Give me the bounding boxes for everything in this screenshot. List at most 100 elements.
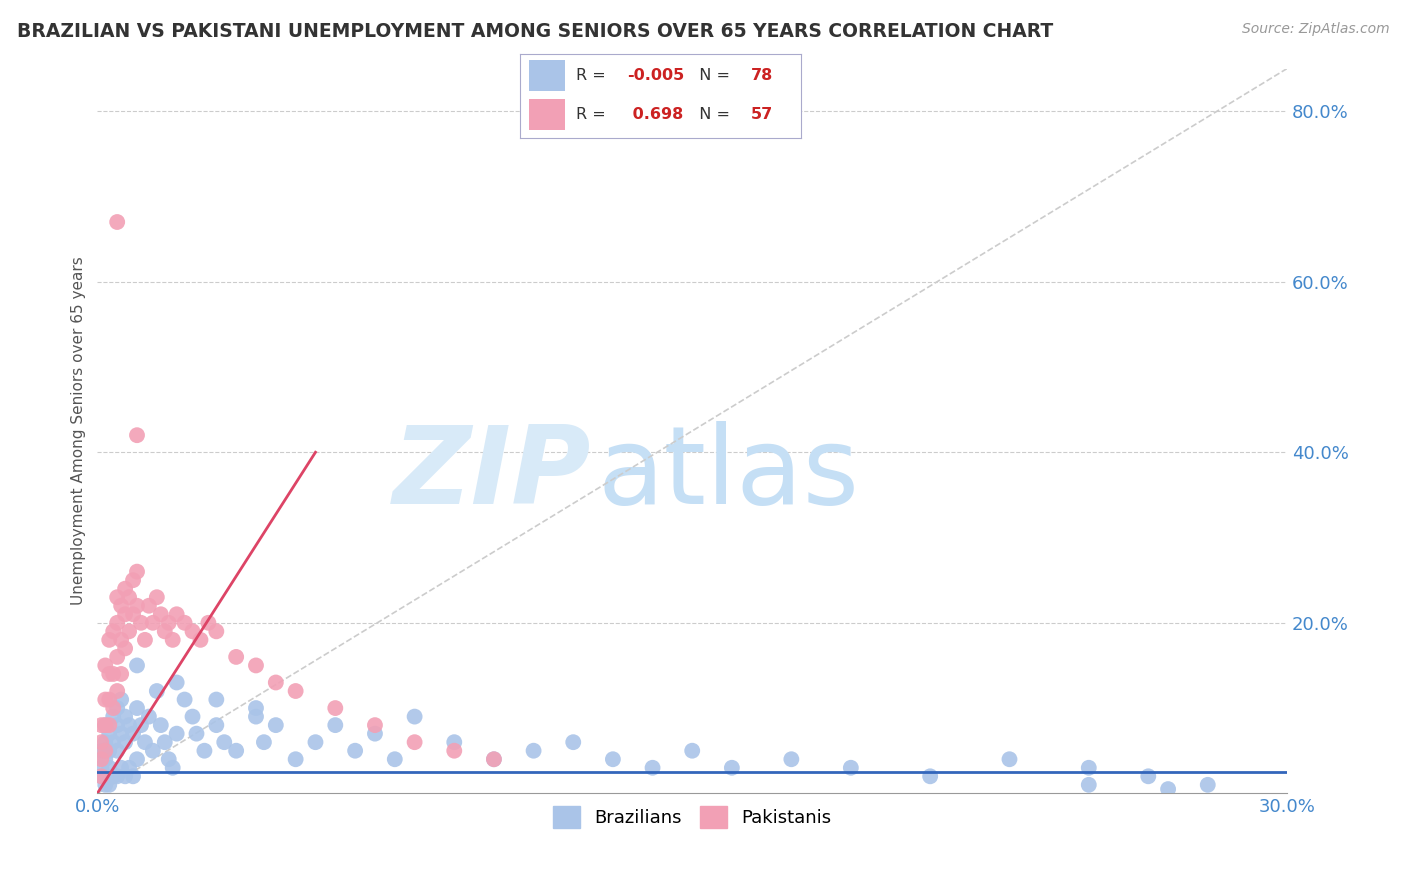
Point (125, 599, 148, 613)
Point (122, 573, 145, 587)
Point (212, 735, 235, 749)
Point (384, 752, 406, 766)
Point (404, 735, 426, 749)
Point (105, 649, 128, 664)
Point (110, 599, 132, 613)
Point (98, 692, 121, 706)
Point (114, 607, 136, 622)
Point (110, 726, 132, 740)
Bar (529, 61, 565, 91)
Point (94, 744, 117, 758)
Point (105, 684, 128, 698)
Point (105, 718, 128, 732)
Point (142, 744, 165, 758)
Point (125, 565, 148, 579)
Point (839, 761, 862, 775)
Point (125, 428, 148, 442)
Point (114, 641, 136, 656)
Text: atlas: atlas (598, 421, 859, 527)
Point (98, 726, 121, 740)
Point (344, 744, 367, 758)
Point (94, 718, 117, 732)
Point (284, 684, 307, 698)
Point (90, 769, 112, 783)
Point (129, 615, 152, 630)
Point (157, 615, 180, 630)
Point (205, 624, 228, 639)
Point (721, 761, 744, 775)
Point (323, 701, 346, 715)
Point (114, 735, 136, 749)
Point (1077, 778, 1099, 792)
Point (103, 769, 125, 783)
Point (998, 752, 1021, 766)
Point (264, 718, 287, 732)
Point (125, 752, 148, 766)
Point (186, 726, 208, 740)
Point (105, 769, 128, 783)
Point (90, 718, 112, 732)
Point (105, 744, 128, 758)
Point (90, 744, 112, 758)
Point (146, 684, 169, 698)
Point (364, 726, 387, 740)
Point (94, 692, 117, 706)
Point (114, 769, 136, 783)
Point (181, 709, 204, 723)
Legend: Brazilians, Pakistanis: Brazilians, Pakistanis (546, 798, 839, 835)
Point (443, 744, 465, 758)
Point (122, 607, 145, 622)
Point (122, 726, 145, 740)
Point (129, 718, 152, 732)
Point (225, 744, 247, 758)
Point (105, 701, 128, 715)
Text: 0.698: 0.698 (627, 107, 683, 122)
Point (323, 718, 346, 732)
Point (90, 735, 112, 749)
Point (125, 658, 148, 673)
Text: R =: R = (576, 68, 612, 83)
Point (166, 726, 188, 740)
Point (173, 615, 195, 630)
Text: ZIP: ZIP (392, 421, 591, 527)
Text: BRAZILIAN VS PAKISTANI UNEMPLOYMENT AMONG SENIORS OVER 65 YEARS CORRELATION CHAR: BRAZILIAN VS PAKISTANI UNEMPLOYMENT AMON… (17, 22, 1053, 41)
Point (157, 752, 180, 766)
Point (98, 744, 121, 758)
Point (1157, 782, 1180, 797)
Text: N =: N = (689, 107, 735, 122)
Bar (529, 99, 565, 130)
Point (193, 744, 215, 758)
Point (90, 769, 112, 783)
Point (105, 615, 128, 630)
Point (98, 718, 121, 732)
Point (1197, 778, 1219, 792)
Point (98, 632, 121, 647)
Point (482, 752, 505, 766)
Point (90, 752, 112, 766)
Point (153, 735, 176, 749)
Point (681, 744, 703, 758)
Point (780, 752, 803, 766)
Point (110, 761, 132, 775)
Point (166, 607, 188, 622)
Point (90, 761, 112, 775)
Point (162, 761, 184, 775)
Point (181, 624, 204, 639)
Point (105, 215, 128, 229)
Point (118, 718, 141, 732)
Point (162, 632, 184, 647)
Point (364, 718, 387, 732)
Point (122, 769, 145, 783)
Point (103, 624, 125, 639)
Text: 57: 57 (751, 107, 773, 122)
Y-axis label: Unemployment Among Seniors over 65 years: Unemployment Among Seniors over 65 years (72, 257, 86, 606)
Point (245, 709, 267, 723)
Point (134, 632, 156, 647)
Point (197, 615, 219, 630)
Point (1077, 761, 1099, 775)
Point (173, 692, 195, 706)
Point (110, 692, 132, 706)
Point (284, 752, 307, 766)
Text: N =: N = (689, 68, 735, 83)
Point (142, 615, 165, 630)
